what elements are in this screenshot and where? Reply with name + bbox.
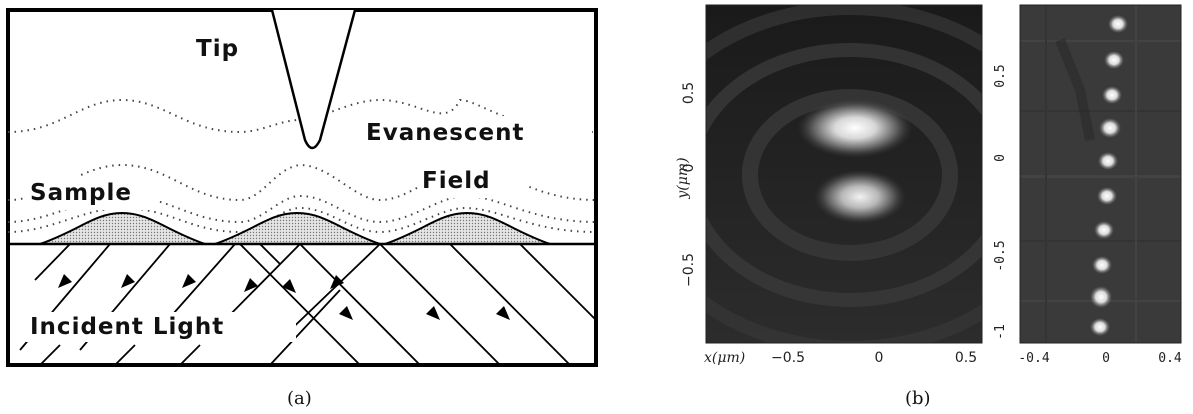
x-tick-0: 0 <box>875 350 884 366</box>
right-x-tick-minus-0.4: -0.4 <box>1018 351 1049 366</box>
right-y-tick-0: 0 <box>993 154 1008 162</box>
caption-b: (b) <box>905 388 931 409</box>
x-tick-minus-0.5: −0.5 <box>771 350 805 366</box>
right-y-tick-minus-1: -1 <box>993 324 1008 340</box>
right-y-tick-minus-0.5: -0.5 <box>993 240 1008 271</box>
right-x-tick-0.4: 0.4 <box>1158 351 1182 366</box>
bright-spot-upper <box>797 98 913 158</box>
right-y-tick-0.5: 0.5 <box>993 64 1008 87</box>
panel-b-right-image <box>1020 5 1181 343</box>
caption-a: (a) <box>287 388 312 409</box>
label-incident-light: Incident Light <box>30 314 224 340</box>
label-sample: Sample <box>30 180 132 206</box>
x-tick-0.5: 0.5 <box>955 350 977 366</box>
y-tick-0.5: 0.5 <box>681 82 697 104</box>
panel-a-diagram: Tip Evanescent Sample Field Incident Lig… <box>8 10 596 365</box>
right-x-tick-0: 0 <box>1102 351 1110 366</box>
y-tick-0: 0 <box>681 164 697 173</box>
y-tick-minus-0.5: −0.5 <box>681 253 697 287</box>
label-tip: Tip <box>196 36 239 62</box>
label-evanescent: Evanescent <box>366 120 525 146</box>
label-field: Field <box>422 168 491 194</box>
x-axis-label: x(μm) <box>704 350 745 366</box>
bright-spot-lower <box>814 170 906 224</box>
